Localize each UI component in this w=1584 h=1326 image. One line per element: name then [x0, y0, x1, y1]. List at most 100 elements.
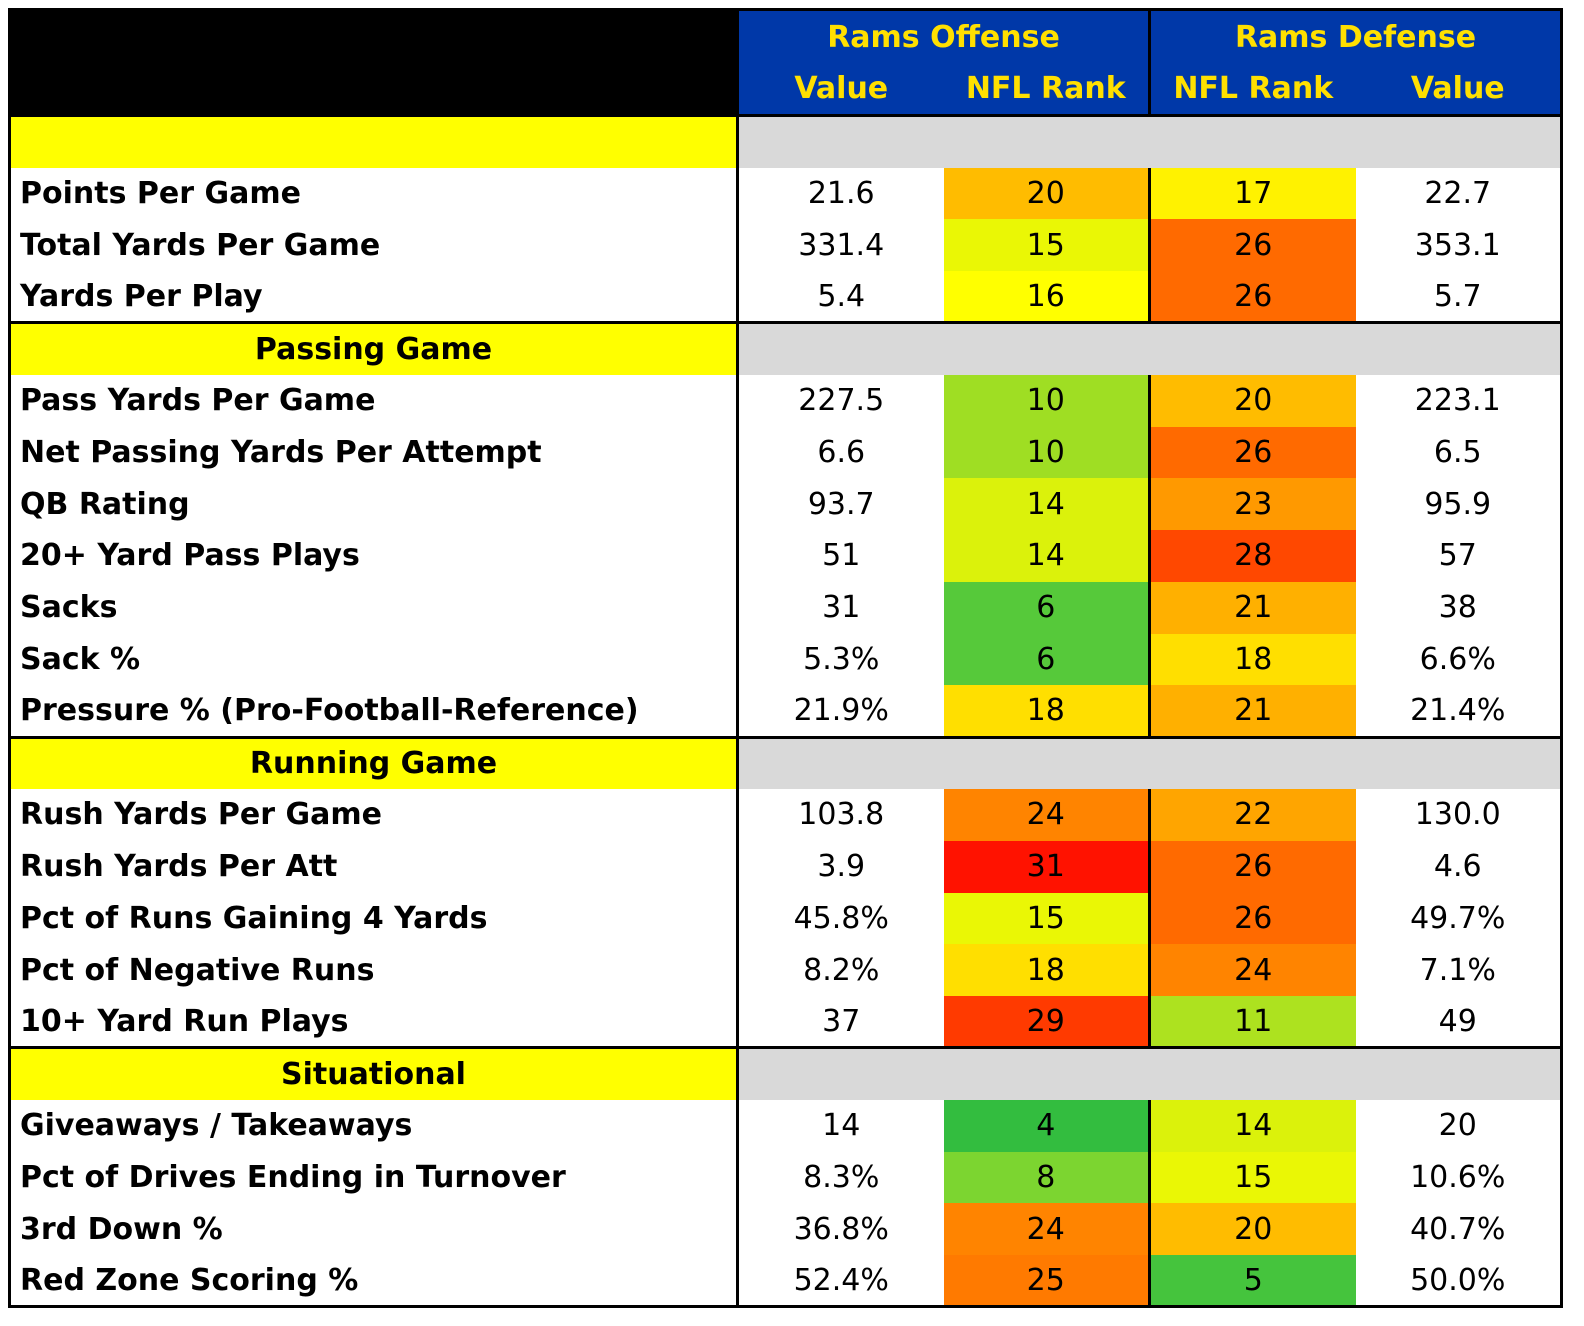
defense-value: 6.5: [1355, 426, 1563, 479]
table-row: Pass Yards Per Game 227.5 10 20 223.1: [8, 374, 1563, 427]
defense-rank: 20: [1148, 374, 1356, 427]
offense-value: 36.8%: [793, 1211, 889, 1247]
defense-value: 38: [1355, 581, 1563, 634]
offense-value: 45.8%: [793, 900, 889, 936]
table-row: Total Yards Per Game 331.4 15 26 353.1: [8, 219, 1563, 271]
defense-value: 49.7%: [1355, 892, 1563, 945]
defense-rank: 11: [1148, 996, 1356, 1048]
metric-label: Pressure % (Pro-Football-Reference): [8, 685, 739, 737]
defense-value: 49: [1355, 996, 1563, 1048]
defense-rank: 20: [1148, 1203, 1356, 1255]
defense-value: 223.1: [1355, 374, 1563, 427]
offense-rank: 18: [943, 685, 1150, 737]
table-row: QB Rating 93.7 14 23 95.9: [8, 478, 1563, 530]
defense-value: 10.6%: [1355, 1151, 1563, 1204]
offense-rank: 25: [943, 1255, 1150, 1309]
table-row: Giveaways / Takeaways 14 4 14 20: [8, 1099, 1563, 1152]
defense-rank: 15: [1148, 1151, 1356, 1204]
offense-rank: 4: [943, 1099, 1150, 1152]
defense-rank: 23: [1148, 478, 1356, 530]
offense-value: 3.9: [817, 849, 866, 885]
offense-rank: 16: [943, 271, 1150, 323]
section-title: Running Game: [8, 735, 739, 789]
defense-value: 6.6%: [1355, 633, 1563, 686]
offense-rank: 24: [943, 789, 1150, 841]
offense-value: 8.3%: [803, 1159, 880, 1195]
offense-rank: 24: [943, 1203, 1150, 1255]
defense-rank: 26: [1148, 892, 1356, 945]
defense-rank: 21: [1148, 685, 1356, 737]
section-gray-band: [737, 114, 1563, 168]
defense-rank: 26: [1148, 426, 1356, 479]
section-header-row: Passing Game: [8, 321, 1563, 375]
defense-rank-header: NFL Rank: [1148, 63, 1356, 116]
defense-rank: 26: [1148, 271, 1356, 323]
offense-rank: 10: [943, 426, 1150, 479]
metric-label: Pct of Drives Ending in Turnover: [8, 1151, 739, 1204]
defense-rank: 22: [1148, 789, 1356, 841]
metric-label: Pct of Runs Gaining 4 Yards: [8, 892, 739, 945]
offense-value: 21.6: [807, 175, 875, 211]
defense-rank: 17: [1148, 167, 1356, 220]
table-row: Pct of Drives Ending in Turnover 8.3% 8 15 1…: [8, 1151, 1563, 1204]
metric-label: Giveaways / Takeaways: [8, 1099, 739, 1152]
offense-value: 5.3%: [803, 641, 880, 677]
offense-title: Rams Offense: [736, 8, 1150, 64]
header-corner: [8, 8, 738, 116]
defense-value: 7.1%: [1355, 944, 1563, 996]
table-row: 20+ Yard Pass Plays 51 14 28 57: [8, 530, 1563, 582]
table-row: 3rd Down % 36.8% 24 20 40.7%: [8, 1203, 1563, 1255]
defense-value: 353.1: [1355, 219, 1563, 271]
metric-label: 10+ Yard Run Plays: [8, 996, 739, 1048]
metric-label: Net Passing Yards Per Attempt: [8, 426, 739, 479]
offense-value: 37: [822, 1003, 861, 1039]
defense-value: 95.9: [1355, 478, 1563, 530]
offense-rank: 20: [943, 167, 1150, 220]
offense-rank: 6: [943, 581, 1150, 634]
section-header-row: [8, 114, 1563, 168]
offense-value: 21.9%: [793, 692, 889, 728]
offense-value: 51: [822, 538, 861, 574]
section-title: [8, 114, 739, 168]
offense-value: 52.4%: [737, 1255, 944, 1309]
offense-rank-header: NFL Rank: [943, 63, 1150, 116]
offense-value: 227.5: [798, 383, 885, 419]
offense-value: 331.4: [798, 227, 885, 263]
metric-label: Rush Yards Per Att: [8, 840, 739, 893]
offense-value: 93.7: [807, 486, 875, 522]
metric-label: Total Yards Per Game: [8, 219, 739, 271]
defense-value-header: Value: [1355, 63, 1563, 116]
defense-title: Rams Defense: [1148, 8, 1563, 64]
defense-rank: 18: [1148, 633, 1356, 686]
metric-label: Red Zone Scoring %: [8, 1255, 739, 1309]
defense-value: 5.7: [1355, 271, 1563, 323]
table-row: Sack % 5.3% 6 18 6.6%: [8, 633, 1563, 686]
section-title: Passing Game: [8, 321, 739, 375]
defense-value: 50.0%: [1355, 1255, 1563, 1309]
table-row: Net Passing Yards Per Attempt 6.6 10 26 6.5: [8, 426, 1563, 479]
defense-rank: 28: [1148, 530, 1356, 582]
offense-value: 14: [822, 1108, 861, 1144]
defense-value: 4.6: [1355, 840, 1563, 893]
offense-rank: 15: [943, 219, 1150, 271]
offense-rank: 10: [943, 374, 1150, 427]
table-row: Pct of Negative Runs 8.2% 18 24 7.1%: [8, 944, 1563, 996]
offense-rank: 29: [943, 996, 1150, 1048]
metric-label: Sack %: [8, 633, 739, 686]
offense-value-header: Value: [736, 63, 944, 116]
offense-value: 31: [822, 590, 861, 626]
table-row: 10+ Yard Run Plays 37 29 11 49: [8, 996, 1563, 1048]
offense-rank: 6: [943, 633, 1150, 686]
table-row: Red Zone Scoring % 52.4% 25 5 50.0%: [8, 1255, 1563, 1309]
offense-rank: 8: [943, 1151, 1150, 1204]
table-row: Yards Per Play 5.4 16 26 5.7: [8, 271, 1563, 323]
section-header-row: Running Game: [8, 735, 1563, 789]
offense-rank: 15: [943, 892, 1150, 945]
offense-rank: 31: [943, 840, 1150, 893]
defense-value: 130.0: [1355, 789, 1563, 841]
metric-label: Rush Yards Per Game: [8, 789, 739, 841]
defense-value: 22.7: [1355, 167, 1563, 220]
table-row: Points Per Game 21.6 20 17 22.7: [8, 167, 1563, 220]
defense-rank: 24: [1148, 944, 1356, 996]
table-row: Sacks 31 6 21 38: [8, 581, 1563, 634]
